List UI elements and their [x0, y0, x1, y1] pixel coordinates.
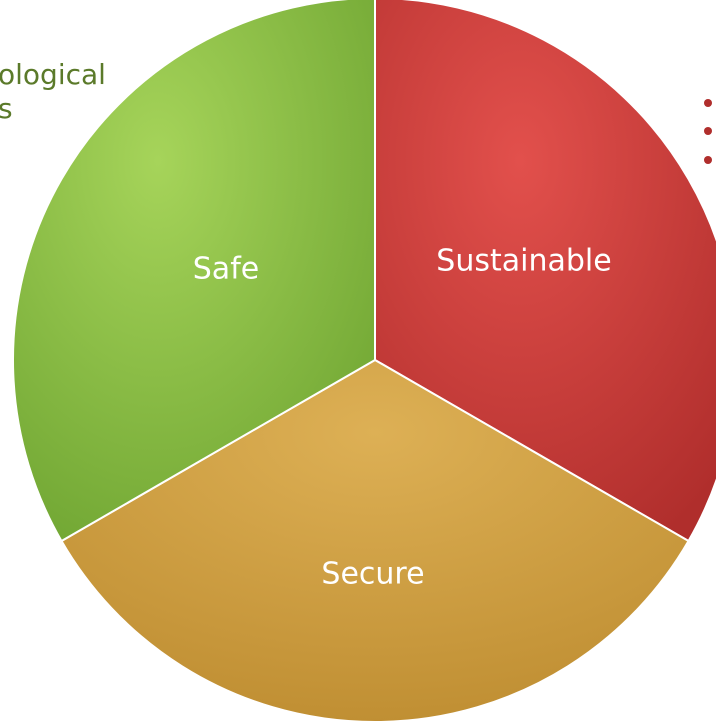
segment-label: Secure	[321, 557, 424, 592]
text-fragment: s	[0, 92, 13, 125]
segment-sustainable	[374, 0, 716, 543]
segment-secure	[60, 358, 690, 723]
segment-safe	[12, 0, 376, 543]
text-fragment: ological	[0, 58, 106, 91]
bullet	[704, 156, 712, 164]
bullet	[704, 99, 712, 107]
bullet	[704, 127, 712, 135]
segment-label: Safe	[193, 252, 259, 287]
segment-label: Sustainable	[436, 244, 611, 279]
